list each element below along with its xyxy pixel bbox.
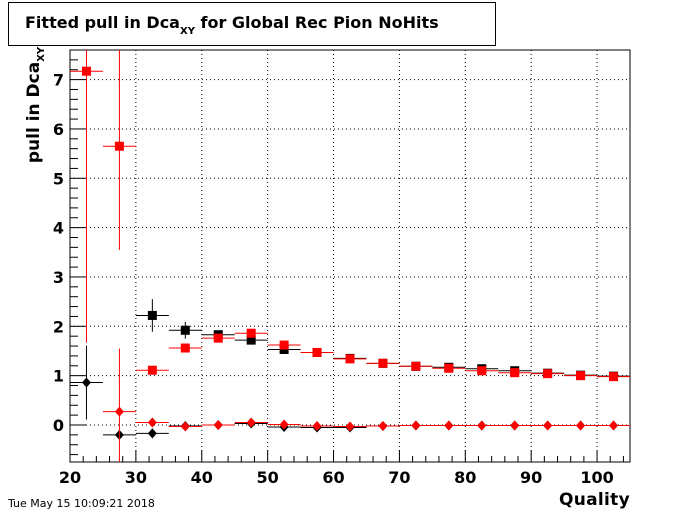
y-tick-label: 3 [53,268,64,287]
title-main: Fitted pull in Dca [25,13,180,32]
square-marker [378,358,388,368]
square-marker [180,343,190,353]
title-box: Fitted pull in DcaXY for Global Rec Pion… [8,2,496,46]
y-tick-label: 2 [53,317,64,336]
square-marker [444,363,454,373]
square-marker [213,333,223,343]
y-tick-label: 6 [53,120,64,139]
diamond-marker [543,420,553,431]
x-tick-label: 90 [520,468,542,487]
y-tick-label: 4 [53,219,64,238]
diamond-marker [180,421,190,432]
square-marker [180,325,190,335]
diamond-marker [279,419,289,430]
diamond-marker [147,428,157,439]
x-tick-label: 70 [388,468,410,487]
x-tick-label: 30 [125,468,147,487]
x-tick-label: 50 [257,468,279,487]
x-axis-label: Quality [559,490,630,510]
diamond-marker [147,417,157,428]
chart-title: Fitted pull in DcaXY for Global Rec Pion… [25,13,439,37]
square-marker [411,361,421,371]
square-marker [246,328,256,338]
square-marker [543,369,553,379]
timestamp: Tue May 15 10:09:21 2018 [8,497,155,510]
square-marker [246,335,256,345]
diamond-marker [576,420,586,431]
square-marker [609,372,619,382]
diamond-marker [114,406,124,417]
diamond-marker [345,421,355,432]
title-rest: for Global Rec Pion NoHits [194,13,439,32]
diamond-marker [312,420,322,431]
diamond-marker [246,417,256,428]
diamond-marker [81,377,91,388]
diamond-marker [213,419,223,430]
y-tick-label: 7 [53,71,64,90]
diamond-marker [477,420,487,431]
y-tick-label: 5 [53,169,64,188]
x-tick-label: 100 [580,468,613,487]
square-marker [576,371,586,381]
square-marker [345,354,355,364]
x-tick-label: 60 [322,468,344,487]
square-marker [312,347,322,357]
square-marker [477,366,487,376]
diamond-marker [378,420,388,431]
square-marker [147,365,157,375]
plot-frame [69,49,631,463]
y-tick-label: 1 [53,367,64,386]
square-marker [114,141,124,151]
diamond-marker [444,420,454,431]
square-marker [279,340,289,350]
x-tick-label: 40 [191,468,213,487]
x-tick-label: 80 [454,468,476,487]
square-marker [510,368,520,378]
square-marker [147,310,157,320]
title-subscript: XY [179,26,195,37]
diamond-marker [609,420,619,431]
y-tick-label: 0 [53,416,64,435]
x-tick-label: 20 [59,468,81,487]
diamond-marker [411,420,421,431]
data-layer [70,50,630,462]
square-marker [81,66,91,76]
diamond-marker [510,420,520,431]
